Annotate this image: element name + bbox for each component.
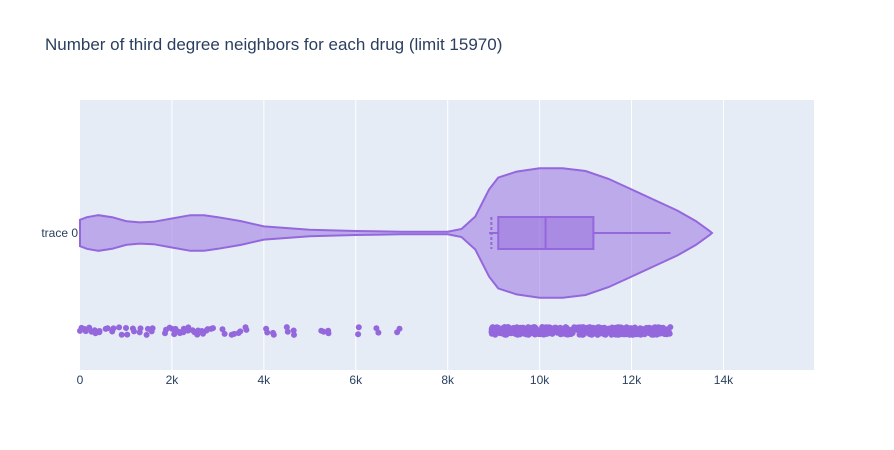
data-point <box>396 325 403 332</box>
x-tick-label: 14k <box>714 373 734 387</box>
data-point <box>185 324 192 331</box>
data-point <box>530 330 537 337</box>
data-point <box>571 324 578 331</box>
data-point <box>621 329 628 336</box>
data-point <box>104 325 111 332</box>
x-tick-label: 12k <box>622 373 642 387</box>
data-point <box>96 328 103 334</box>
data-point <box>291 331 297 338</box>
points-strip <box>77 324 674 338</box>
data-point <box>539 324 546 330</box>
data-point <box>243 326 250 333</box>
data-point <box>601 330 607 337</box>
data-point <box>557 330 564 337</box>
data-point <box>131 328 137 335</box>
y-tick-trace-label: trace 0 <box>41 226 78 240</box>
data-point <box>626 330 633 336</box>
data-point <box>525 324 532 331</box>
data-point <box>283 324 290 331</box>
data-point <box>237 328 244 335</box>
data-point <box>588 331 595 338</box>
data-point <box>549 329 556 336</box>
data-point <box>490 328 497 335</box>
data-point <box>639 326 646 332</box>
data-point <box>137 325 144 332</box>
data-point <box>221 330 228 337</box>
data-point <box>290 327 297 334</box>
x-tick-label: 2k <box>166 373 180 387</box>
data-point <box>149 325 156 332</box>
data-point <box>124 331 131 338</box>
data-point <box>641 331 648 338</box>
data-point <box>355 324 362 331</box>
data-point <box>648 331 655 338</box>
data-point <box>507 330 514 337</box>
data-point <box>537 331 544 338</box>
data-point <box>118 331 125 338</box>
data-point <box>143 331 150 338</box>
data-point <box>284 328 291 335</box>
box-plot[interactable] <box>489 216 671 250</box>
data-point <box>627 325 634 332</box>
data-point <box>270 331 277 338</box>
chart-title: Number of third degree neighbors for eac… <box>45 35 502 54</box>
x-axis-ticks: 0 2k 4k 6k 8k 10k 12k 14k <box>77 373 734 387</box>
data-point <box>616 329 623 335</box>
data-point <box>499 330 506 337</box>
data-point <box>585 326 592 332</box>
data-point <box>375 329 382 336</box>
data-point <box>595 324 602 331</box>
data-point <box>579 324 586 331</box>
data-point <box>606 329 613 336</box>
data-point <box>623 325 630 332</box>
data-point <box>663 331 670 338</box>
x-tick-label: 8k <box>441 373 455 387</box>
data-point <box>320 328 327 335</box>
data-point <box>264 329 271 336</box>
data-point <box>523 331 530 338</box>
data-point <box>325 330 332 337</box>
data-point <box>210 325 216 332</box>
data-point <box>355 331 362 338</box>
data-point <box>632 330 639 337</box>
x-tick-label: 6k <box>349 373 363 387</box>
data-point <box>515 326 522 333</box>
data-point <box>564 331 571 338</box>
violin-shape[interactable] <box>79 167 714 299</box>
x-tick-label: 10k <box>530 373 550 387</box>
x-tick-label: 0 <box>77 373 84 387</box>
data-point <box>660 324 666 331</box>
data-point <box>123 325 129 331</box>
data-point <box>116 324 123 331</box>
data-point <box>110 325 117 332</box>
data-point <box>171 331 178 338</box>
x-tick-label: 4k <box>258 373 272 387</box>
data-point <box>219 326 226 333</box>
data-point <box>579 331 586 338</box>
data-point <box>602 325 609 332</box>
